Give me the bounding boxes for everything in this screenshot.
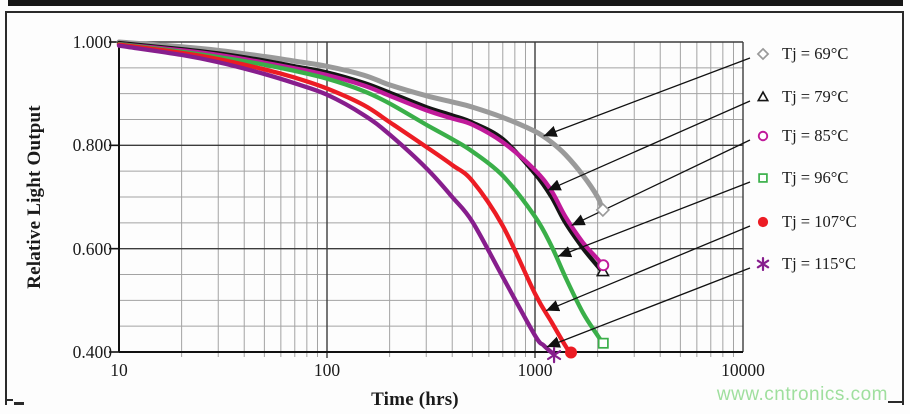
end-marker-107c <box>565 346 578 359</box>
legend-marker-96c <box>758 173 768 183</box>
legend-marker-79c <box>756 90 770 102</box>
legend-marker-69c <box>756 47 770 61</box>
border-corner-bottom-left <box>5 399 13 401</box>
legend-arrow-96c <box>557 181 751 258</box>
end-marker-85c <box>597 259 610 272</box>
curve-115c <box>116 43 555 356</box>
curve-69c <box>116 39 604 209</box>
x-tick-1000: 1000 <box>517 360 553 380</box>
legend-label-tj-69c: Tj = 69°C <box>782 44 849 63</box>
legend-marker-115c <box>756 256 770 272</box>
curve-107c <box>116 42 572 354</box>
legend-arrow-69c <box>543 57 751 137</box>
y-axis-title: Relative Light Output <box>24 105 45 289</box>
legend-arrow-115c <box>546 267 751 348</box>
border-corner-bottom-right <box>888 401 902 403</box>
legend-arrow-79c <box>547 100 751 191</box>
figure-border <box>5 11 904 405</box>
watermark: www.cntronics.com <box>716 384 888 405</box>
y-tick-0600: 0.600 <box>72 239 112 259</box>
border-corner-dash <box>14 402 24 405</box>
x-tick-10000: 10000 <box>721 360 765 380</box>
curve-79c <box>116 40 604 273</box>
y-tick-0800: 0.800 <box>72 135 112 155</box>
legend-arrow-107c <box>545 225 751 312</box>
curve-85c <box>116 41 604 266</box>
x-tick-10: 10 <box>110 360 128 380</box>
legend-label-tj-96c: Tj = 96°C <box>782 168 849 187</box>
y-tick-0400: 0.400 <box>72 342 112 362</box>
legend-marker-107c <box>757 216 769 228</box>
legend-marker-85c <box>757 130 769 142</box>
curve-96c <box>116 41 604 344</box>
x-tick-100: 100 <box>313 360 341 380</box>
legend-label-tj-85c: Tj = 85°C <box>782 126 849 145</box>
top-border-bar <box>8 0 903 6</box>
end-marker-115c <box>546 347 562 364</box>
x-axis-title: Time (hrs) <box>371 389 459 410</box>
legend-label-tj-107c: Tj = 107°C <box>782 212 857 231</box>
end-marker-96c <box>597 337 609 349</box>
end-marker-69c <box>595 202 611 218</box>
legend-label-tj-79c: Tj = 79°C <box>782 87 849 106</box>
y-tick-1000: 1.000 <box>72 32 112 52</box>
legend-label-tj-115c: Tj = 115°C <box>782 254 856 273</box>
